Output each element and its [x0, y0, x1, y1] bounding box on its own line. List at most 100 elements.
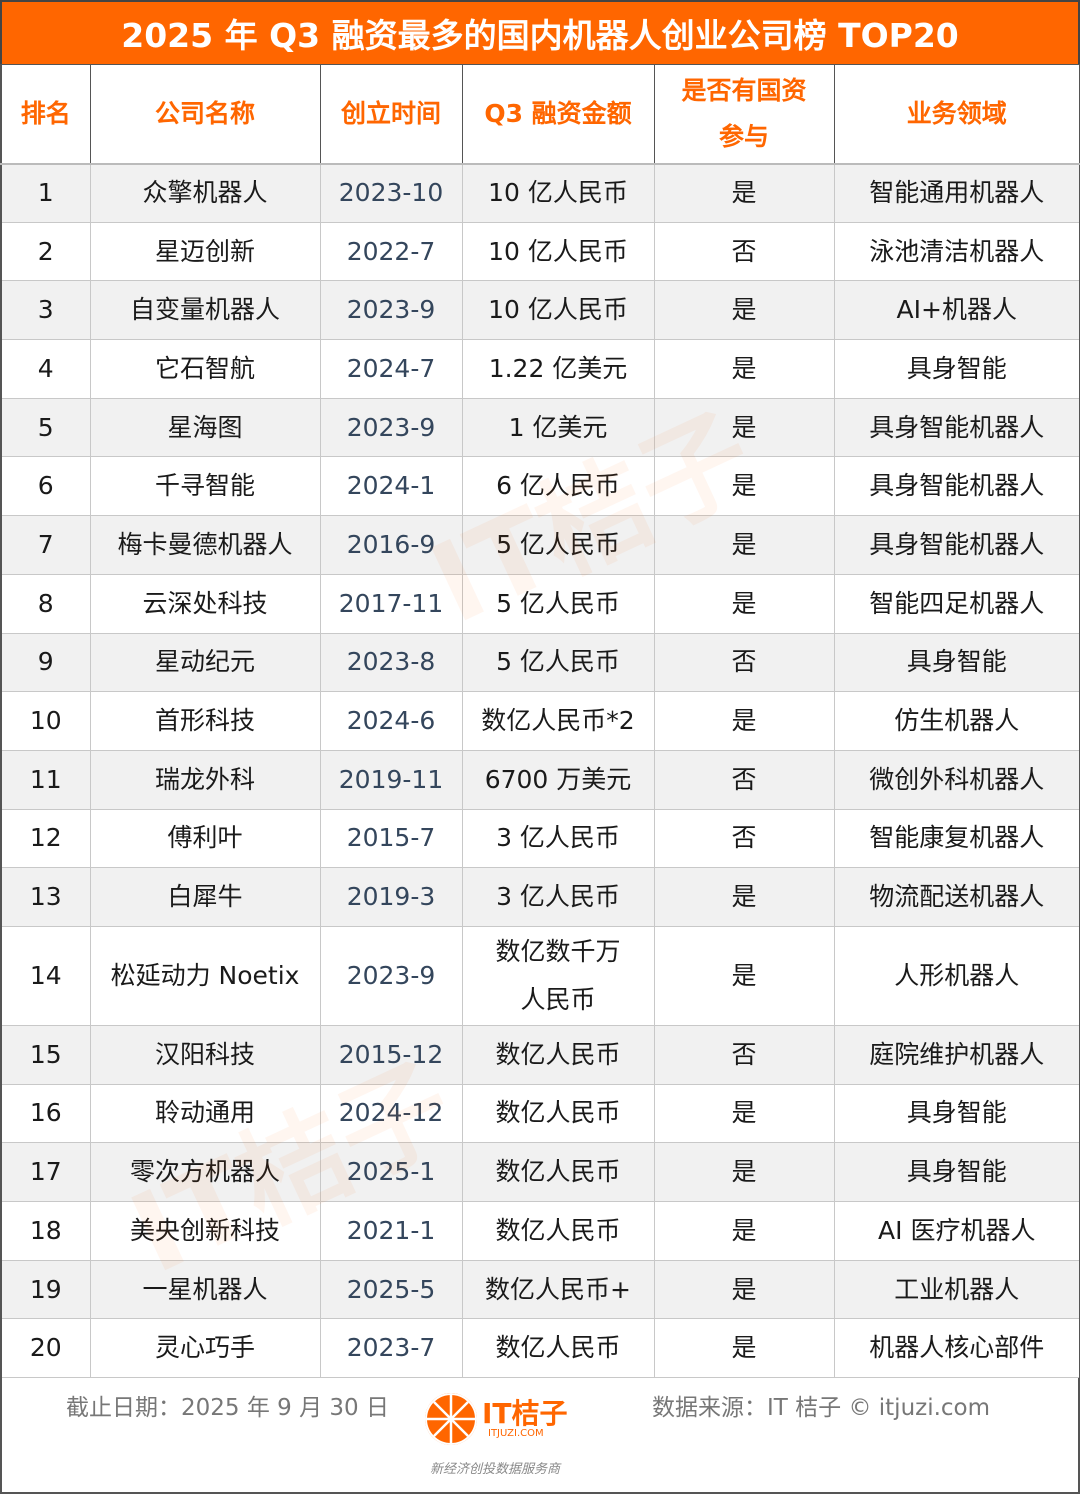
table-row: 13 白犀牛 2019-3 3 亿人民币是物流配送机器人 — [0, 867, 1080, 927]
cell-company: 自变量机器人 — [89, 280, 321, 341]
cell-business: 具身智能 — [833, 1142, 1080, 1202]
cell-founded: 2019-11 — [319, 749, 463, 810]
table-row: 14 松延动力 Noetix 2023-9 数亿数千万人民币是人形机器人 — [0, 925, 1080, 1026]
cell-founded: 2024-6 — [319, 691, 463, 751]
cell-business: 具身智能 — [833, 632, 1080, 693]
header-founded: 创立时间 — [319, 64, 463, 165]
cell-rank: 1 — [0, 163, 91, 223]
header-company: 公司名称 — [89, 64, 321, 165]
cell-rank: 18 — [0, 1201, 91, 1261]
cell-company: 零次方机器人 — [89, 1142, 321, 1202]
cell-amount: 数亿人民币*2 — [461, 691, 655, 751]
cell-company: 众擎机器人 — [89, 163, 321, 223]
cell-founded: 2023-9 — [319, 925, 463, 1026]
table-row: 3 自变量机器人 2023-9 10 亿人民币是 AI+机器人 — [0, 280, 1080, 341]
cell-rank: 4 — [0, 339, 91, 399]
cell-rank: 2 — [0, 221, 91, 282]
footer: 截止日期：2025 年 9 月 30 日 IT桔子 ITJUZI.COM 新经济创… — [0, 1378, 1080, 1494]
cell-company: 千寻智能 — [89, 456, 321, 517]
cell-rank: 17 — [0, 1142, 91, 1202]
cell-state-capital: 是 — [653, 1142, 835, 1202]
cell-state-capital: 是 — [653, 515, 835, 575]
cell-state-capital: 是 — [653, 397, 835, 458]
cell-state-capital: 是 — [653, 163, 835, 223]
cell-amount: 6700 万美元 — [461, 749, 655, 810]
cell-amount: 10 亿人民币 — [461, 221, 655, 282]
cell-state-capital: 是 — [653, 573, 835, 634]
tagline: 新经济创投数据服务商 — [430, 1462, 561, 1477]
cell-amount: 10 亿人民币 — [461, 280, 655, 341]
table-row: 10 首形科技 2024-6 数亿人民币*2 是仿生机器人 — [0, 691, 1080, 751]
cell-state-capital: 否 — [653, 808, 835, 869]
cell-company: 一星机器人 — [89, 1259, 321, 1320]
cell-founded: 2023-9 — [319, 280, 463, 341]
table-row: 18 美央创新科技 2021-1 数亿人民币是 AI 医疗机器人 — [0, 1201, 1080, 1261]
table-row: 9 星动纪元 2023-8 5 亿人民币否具身智能 — [0, 632, 1080, 693]
cell-founded: 2024-1 — [319, 456, 463, 517]
cell-business: 智能四足机器人 — [833, 573, 1080, 634]
cell-state-capital: 是 — [653, 339, 835, 399]
header-business: 业务领域 — [833, 64, 1080, 165]
cell-rank: 15 — [0, 1024, 91, 1085]
cell-business: 具身智能 — [833, 339, 1080, 399]
cell-state-capital: 是 — [653, 925, 835, 1026]
cell-rank: 19 — [0, 1259, 91, 1320]
cell-founded: 2016-9 — [319, 515, 463, 575]
cell-state-capital: 否 — [653, 221, 835, 282]
cell-business: AI+机器人 — [833, 280, 1080, 341]
cell-amount: 数亿人民币+ — [461, 1259, 655, 1320]
table-header-row: 排名 公司名称 创立时间 Q3 融资金额 是否有国资参与 业务领域 — [0, 64, 1080, 165]
table-row: 8 云深处科技 2017-11 5 亿人民币是智能四足机器人 — [0, 573, 1080, 634]
table-row: 17 零次方机器人 2025-1 数亿人民币是具身智能 — [0, 1142, 1080, 1202]
cell-business: 泳池清洁机器人 — [833, 221, 1080, 282]
header-state-capital: 是否有国资参与 — [653, 64, 835, 165]
table-row: 7 梅卡曼德机器人 2016-9 5 亿人民币是具身智能机器人 — [0, 515, 1080, 575]
cell-rank: 5 — [0, 397, 91, 458]
cell-company: 美央创新科技 — [89, 1201, 321, 1261]
table-row: 6 千寻智能 2024-1 6 亿人民币是具身智能机器人 — [0, 456, 1080, 517]
table-row: 12 傅利叶 2015-7 3 亿人民币否智能康复机器人 — [0, 808, 1080, 869]
cell-rank: 13 — [0, 867, 91, 927]
table-row: 4 它石智航 2024-7 1.22 亿美元是具身智能 — [0, 339, 1080, 399]
cell-amount: 6 亿人民币 — [461, 456, 655, 517]
cell-founded: 2025-1 — [319, 1142, 463, 1202]
header-amount: Q3 融资金额 — [461, 64, 655, 165]
table-row: 2 星迈创新 2022-7 10 亿人民币否泳池清洁机器人 — [0, 221, 1080, 282]
cell-company: 梅卡曼德机器人 — [89, 515, 321, 575]
cell-business: 机器人核心部件 — [833, 1318, 1080, 1379]
cell-rank: 9 — [0, 632, 91, 693]
cell-amount: 10 亿人民币 — [461, 163, 655, 223]
cell-founded: 2019-3 — [319, 867, 463, 927]
cell-business: 具身智能 — [833, 1083, 1080, 1144]
cell-state-capital: 是 — [653, 1318, 835, 1379]
cell-business: 具身智能机器人 — [833, 397, 1080, 458]
cell-business: AI 医疗机器人 — [833, 1201, 1080, 1261]
cell-amount: 3 亿人民币 — [461, 808, 655, 869]
cell-state-capital: 是 — [653, 1201, 835, 1261]
cell-state-capital: 是 — [653, 691, 835, 751]
cell-amount: 数亿人民币 — [461, 1142, 655, 1202]
cell-business: 具身智能机器人 — [833, 456, 1080, 517]
cell-amount: 1.22 亿美元 — [461, 339, 655, 399]
cell-amount: 数亿人民币 — [461, 1024, 655, 1085]
cell-business: 微创外科机器人 — [833, 749, 1080, 810]
cell-amount: 数亿数千万人民币 — [461, 925, 655, 1026]
cell-founded: 2025-5 — [319, 1259, 463, 1320]
cell-founded: 2015-7 — [319, 808, 463, 869]
cell-amount: 5 亿人民币 — [461, 632, 655, 693]
page-title: 2025 年 Q3 融资最多的国内机器人创业公司榜 TOP20 — [0, 0, 1080, 64]
cell-company: 它石智航 — [89, 339, 321, 399]
cell-amount: 数亿人民币 — [461, 1318, 655, 1379]
cell-company: 星动纪元 — [89, 632, 321, 693]
cell-business: 智能康复机器人 — [833, 808, 1080, 869]
table-row: 20 灵心巧手 2023-7 数亿人民币是机器人核心部件 — [0, 1318, 1080, 1379]
cell-amount: 5 亿人民币 — [461, 573, 655, 634]
cell-founded: 2017-11 — [319, 573, 463, 634]
table-row: 5 星海图 2023-9 1 亿美元是具身智能机器人 — [0, 397, 1080, 458]
cell-amount: 5 亿人民币 — [461, 515, 655, 575]
cell-company: 白犀牛 — [89, 867, 321, 927]
cell-company: 云深处科技 — [89, 573, 321, 634]
cell-business: 工业机器人 — [833, 1259, 1080, 1320]
ranking-table: 排名 公司名称 创立时间 Q3 融资金额 是否有国资参与 业务领域 1 众擎机器人… — [0, 64, 1080, 1379]
cell-amount: 1 亿美元 — [461, 397, 655, 458]
